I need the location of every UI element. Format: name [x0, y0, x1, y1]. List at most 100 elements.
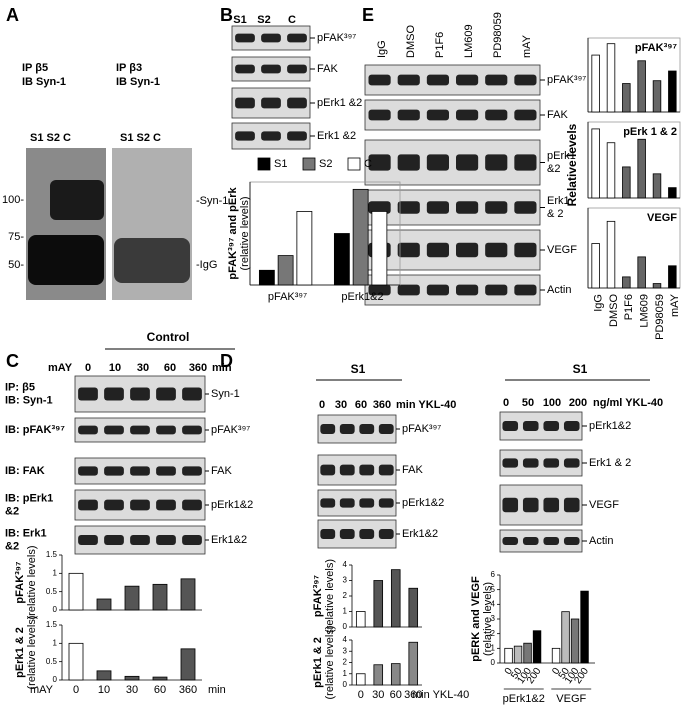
blot-band	[339, 528, 355, 540]
bar	[258, 269, 275, 286]
panel-letter: E	[362, 5, 374, 25]
x-tick-label: 30	[126, 684, 138, 696]
x-tick-label: PD98059	[654, 294, 666, 340]
blot-band	[514, 201, 537, 214]
blot-band	[378, 498, 394, 508]
blot-band	[368, 201, 391, 214]
label: 10	[109, 362, 121, 374]
label: VEGF	[547, 244, 577, 256]
x-tick-label: DMSO	[608, 294, 620, 327]
y-tick-label: 0	[491, 658, 496, 667]
bar	[668, 70, 677, 113]
blot-band	[563, 420, 580, 432]
blot	[364, 139, 541, 186]
blot-band	[426, 154, 449, 171]
blot-band	[502, 458, 519, 468]
bar	[373, 664, 384, 686]
x-tick-label: 60	[390, 689, 402, 701]
blot	[364, 229, 541, 271]
blot-band	[543, 420, 560, 432]
blot-band	[563, 537, 580, 545]
legend-label: S2	[319, 158, 332, 170]
label: pErk1&2	[402, 497, 444, 509]
blot	[364, 64, 541, 96]
label: 100	[543, 397, 561, 409]
label: & 2	[547, 208, 564, 220]
bar	[637, 60, 646, 113]
bar	[561, 611, 570, 664]
blot-band	[543, 497, 560, 513]
label: min	[212, 362, 232, 374]
y-tick-label: 0.5	[46, 587, 58, 596]
blot-band	[502, 420, 519, 432]
label: 100-	[2, 194, 24, 206]
blot-band	[320, 528, 336, 540]
blot-band	[156, 387, 176, 401]
blot-band	[130, 534, 150, 546]
blot-band	[514, 154, 537, 171]
label: S1	[573, 362, 588, 376]
bar	[591, 243, 600, 289]
y-tick-label: 3	[343, 576, 348, 585]
legend-label: S1	[274, 158, 287, 170]
label: 60	[164, 362, 176, 374]
blot-band	[359, 498, 375, 508]
blot-band	[514, 109, 537, 121]
blot	[364, 274, 541, 306]
blot-band	[78, 425, 98, 435]
blot-band	[543, 458, 560, 468]
blot-band	[397, 284, 420, 296]
blot-band	[522, 458, 539, 468]
bar	[68, 572, 84, 611]
blot-band	[522, 497, 539, 513]
x-tick-label: 0	[358, 689, 364, 701]
bar	[355, 673, 366, 686]
bar	[124, 585, 140, 611]
blot-band	[485, 154, 508, 171]
label: Erk1&2	[211, 534, 247, 546]
y-tick-label: 1.5	[46, 620, 58, 629]
x-tick-label: 0	[550, 666, 562, 677]
blot-band	[261, 33, 281, 43]
label: pErk1	[547, 150, 576, 162]
blot-band	[261, 64, 281, 74]
blot-band	[182, 499, 202, 511]
label: S1 S2 C	[120, 132, 161, 144]
x-tick-label: mAY	[669, 293, 681, 317]
blot-band	[563, 458, 580, 468]
label: mAY	[521, 34, 533, 58]
blot-band	[456, 154, 479, 171]
bar	[390, 663, 401, 686]
blot-band	[426, 201, 449, 214]
blot-band	[397, 154, 420, 171]
blot-band	[235, 131, 255, 141]
blot-band	[522, 420, 539, 432]
bar	[622, 276, 631, 289]
label: IP β3	[116, 62, 142, 74]
y-tick-label: 3	[491, 614, 496, 623]
label: IP: β5	[5, 381, 35, 393]
label: 360	[373, 399, 391, 411]
blot-band	[287, 33, 307, 43]
y-axis-label: pFAK³⁹⁷	[14, 561, 26, 604]
y-axis-label: (relative levels)	[324, 626, 336, 700]
blot-band	[130, 499, 150, 511]
blot-band	[426, 109, 449, 121]
bar	[152, 676, 168, 681]
blot-band	[104, 499, 124, 511]
blot-band	[397, 74, 420, 86]
label: IB Syn-1	[116, 76, 160, 88]
y-tick-label: 2	[343, 591, 348, 600]
label: pFAK³⁹⁷	[211, 424, 250, 436]
label: FAK	[211, 465, 232, 477]
label: pErk1&2	[211, 499, 253, 511]
y-tick-label: 2	[491, 629, 496, 638]
label: Actin	[547, 284, 571, 296]
bar	[296, 211, 313, 286]
label: 0	[85, 362, 91, 374]
y-tick-label: 4	[343, 635, 348, 644]
legend-swatch	[257, 157, 271, 171]
label: IgG	[376, 40, 388, 58]
blot-band	[514, 242, 537, 258]
